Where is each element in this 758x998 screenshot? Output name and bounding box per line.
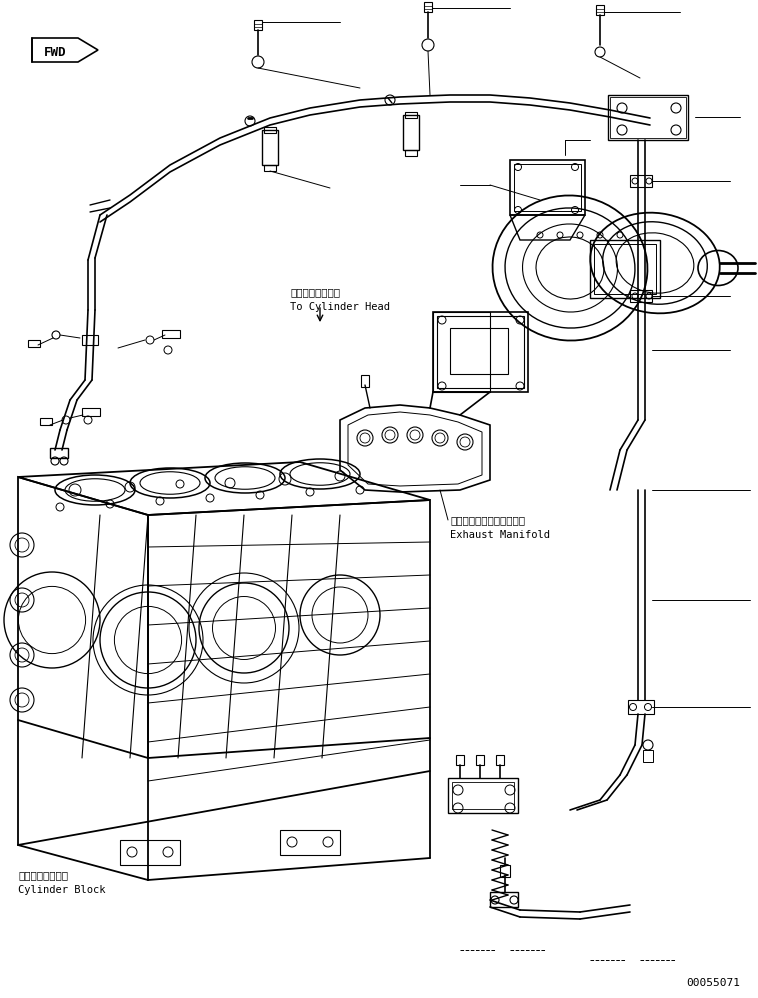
Bar xyxy=(496,755,504,765)
Bar xyxy=(630,175,652,187)
Bar xyxy=(608,95,688,140)
Bar xyxy=(262,130,278,165)
Bar xyxy=(403,115,419,150)
Bar xyxy=(590,240,660,298)
Bar xyxy=(280,830,340,855)
Bar xyxy=(162,330,180,338)
Bar xyxy=(405,112,417,118)
Bar xyxy=(643,750,653,762)
Bar xyxy=(630,290,652,302)
Bar xyxy=(490,892,518,907)
Bar xyxy=(433,312,528,392)
Bar xyxy=(437,316,524,388)
Bar xyxy=(264,127,276,133)
Bar xyxy=(361,375,369,387)
Bar xyxy=(514,164,581,211)
Bar xyxy=(405,150,417,156)
Bar xyxy=(28,340,40,347)
Bar xyxy=(500,865,510,877)
Bar xyxy=(510,160,585,215)
Bar xyxy=(596,5,604,15)
Bar xyxy=(254,20,262,30)
Bar xyxy=(452,782,514,809)
Bar xyxy=(450,328,508,374)
Bar xyxy=(82,408,100,416)
Text: Cylinder Block: Cylinder Block xyxy=(18,885,105,895)
Bar xyxy=(40,418,52,425)
Bar xyxy=(82,335,98,345)
Text: エキゾーストマニホールド: エキゾーストマニホールド xyxy=(450,515,525,525)
Bar xyxy=(264,165,276,171)
Bar xyxy=(424,2,432,12)
Text: Exhaust Manifold: Exhaust Manifold xyxy=(450,530,550,540)
Text: シリンダブロック: シリンダブロック xyxy=(18,870,68,880)
Bar xyxy=(476,755,484,765)
Bar xyxy=(594,244,656,294)
Text: シリンダヘッドへ: シリンダヘッドへ xyxy=(290,287,340,297)
Bar xyxy=(628,700,654,714)
Text: 00055071: 00055071 xyxy=(686,978,740,988)
Bar xyxy=(120,840,180,865)
Text: FWD: FWD xyxy=(44,46,66,59)
Text: To Cylinder Head: To Cylinder Head xyxy=(290,302,390,312)
Bar xyxy=(50,448,68,458)
Bar xyxy=(448,778,518,813)
Bar xyxy=(456,755,464,765)
Bar xyxy=(610,97,686,138)
